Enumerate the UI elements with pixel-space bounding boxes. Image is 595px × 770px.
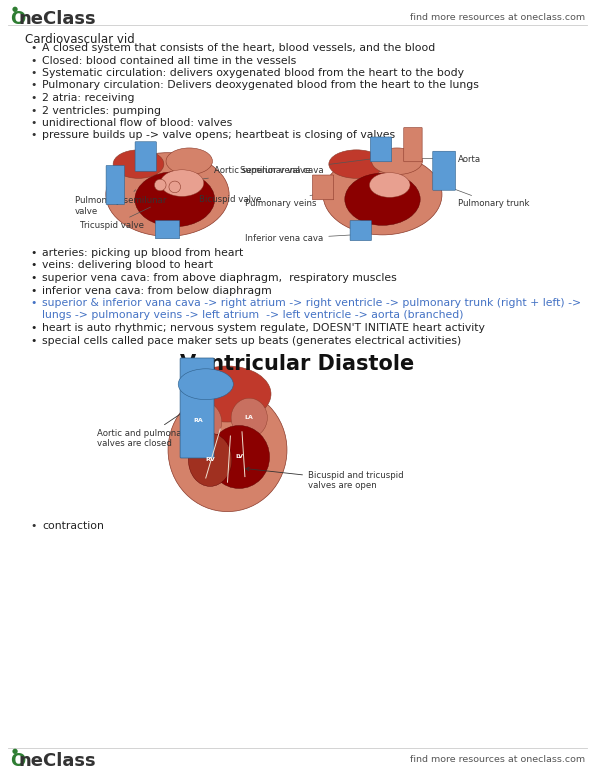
Ellipse shape <box>372 148 422 175</box>
Text: Aortic semilunar valve: Aortic semilunar valve <box>196 166 311 180</box>
Text: RA: RA <box>193 418 203 423</box>
Ellipse shape <box>106 152 229 236</box>
Ellipse shape <box>181 401 222 443</box>
Text: superior vena cava: from above diaphragm,  respiratory muscles: superior vena cava: from above diaphragm… <box>42 273 397 283</box>
Text: LA: LA <box>245 415 253 420</box>
Text: Aortic and pulmonary
valves are closed: Aortic and pulmonary valves are closed <box>97 406 193 448</box>
Text: heart is auto rhythmic; nervous system regulate, DOESN'T INITIATE heart activity: heart is auto rhythmic; nervous system r… <box>42 323 485 333</box>
Text: •: • <box>30 248 36 258</box>
Ellipse shape <box>168 388 287 511</box>
Text: A closed system that consists of the heart, blood vessels, and the blood: A closed system that consists of the hea… <box>42 43 436 53</box>
Text: RV: RV <box>205 457 215 462</box>
Ellipse shape <box>345 173 420 226</box>
Text: Superior vena cava: Superior vena cava <box>240 159 372 175</box>
Ellipse shape <box>231 398 267 437</box>
FancyBboxPatch shape <box>180 358 214 458</box>
Text: contraction: contraction <box>42 521 104 531</box>
Ellipse shape <box>329 150 384 179</box>
Text: ●: ● <box>11 748 18 754</box>
Text: O: O <box>10 10 25 28</box>
FancyBboxPatch shape <box>350 220 371 240</box>
Circle shape <box>155 179 166 191</box>
Text: Cardiovascular vid: Cardiovascular vid <box>25 33 134 46</box>
Text: ●: ● <box>11 6 18 12</box>
Text: •: • <box>30 273 36 283</box>
Ellipse shape <box>369 172 410 197</box>
Text: LV: LV <box>235 454 243 460</box>
Text: Inferior vena cava: Inferior vena cava <box>245 234 358 243</box>
FancyBboxPatch shape <box>312 175 334 199</box>
Text: Pulmonary semilunar
valve: Pulmonary semilunar valve <box>75 189 167 216</box>
Text: O: O <box>10 752 25 770</box>
FancyBboxPatch shape <box>135 142 156 171</box>
Text: veins: delivering blood to heart: veins: delivering blood to heart <box>42 260 213 270</box>
Ellipse shape <box>113 150 164 179</box>
Text: superior & inferior vana cava -> right atrium -> right ventricle -> pulmonary tr: superior & inferior vana cava -> right a… <box>42 298 581 308</box>
Text: •: • <box>30 93 36 103</box>
Text: Pulmonary circulation: Delivers deoxygenated blood from the heart to the lungs: Pulmonary circulation: Delivers deoxygen… <box>42 81 479 91</box>
Ellipse shape <box>323 154 442 235</box>
Text: 2 atria: receiving: 2 atria: receiving <box>42 93 134 103</box>
Text: Pulmonary trunk: Pulmonary trunk <box>446 186 530 208</box>
Ellipse shape <box>135 172 215 227</box>
Text: find more resources at oneclass.com: find more resources at oneclass.com <box>410 13 585 22</box>
Text: Tricuspid valve: Tricuspid valve <box>80 207 151 230</box>
Text: find more resources at oneclass.com: find more resources at oneclass.com <box>410 755 585 764</box>
FancyBboxPatch shape <box>404 128 422 162</box>
Text: •: • <box>30 286 36 296</box>
Text: •: • <box>30 68 36 78</box>
Text: Bicuspid and tricuspid
valves are open: Bicuspid and tricuspid valves are open <box>246 467 403 490</box>
Text: •: • <box>30 105 36 116</box>
Text: •: • <box>30 260 36 270</box>
Text: neClass: neClass <box>18 10 96 28</box>
FancyBboxPatch shape <box>106 166 124 205</box>
Text: •: • <box>30 81 36 91</box>
Text: •: • <box>30 130 36 140</box>
Text: pressure builds up -> valve opens; heartbeat is closing of valves: pressure builds up -> valve opens; heart… <box>42 130 395 140</box>
Text: special cells called pace maker sets up beats (generates electrical activities): special cells called pace maker sets up … <box>42 336 461 346</box>
Ellipse shape <box>160 170 203 196</box>
Text: inferior vena cava: from below diaphragm: inferior vena cava: from below diaphragm <box>42 286 272 296</box>
Text: •: • <box>30 323 36 333</box>
Text: Aorta: Aorta <box>417 155 481 163</box>
Text: •: • <box>30 336 36 346</box>
Text: Pulmonary veins: Pulmonary veins <box>245 190 329 208</box>
Text: •: • <box>30 55 36 65</box>
FancyBboxPatch shape <box>371 137 392 162</box>
Text: •: • <box>30 43 36 53</box>
Text: Ventricular Diastole: Ventricular Diastole <box>180 354 415 374</box>
Text: •: • <box>30 118 36 128</box>
Ellipse shape <box>184 366 271 422</box>
Text: Closed: blood contained all time in the vessels: Closed: blood contained all time in the … <box>42 55 296 65</box>
Ellipse shape <box>189 434 232 487</box>
FancyBboxPatch shape <box>433 151 456 190</box>
Text: Bicuspid valve: Bicuspid valve <box>182 189 262 203</box>
Text: Systematic circulation: delivers oxygenated blood from the heart to the body: Systematic circulation: delivers oxygena… <box>42 68 464 78</box>
Text: unidirectional flow of blood: valves: unidirectional flow of blood: valves <box>42 118 232 128</box>
Text: neClass: neClass <box>18 752 96 770</box>
Ellipse shape <box>166 148 212 175</box>
Text: 2 ventricles: pumping: 2 ventricles: pumping <box>42 105 161 116</box>
Ellipse shape <box>209 426 270 488</box>
FancyBboxPatch shape <box>155 220 180 239</box>
Text: •: • <box>30 521 36 531</box>
Text: arteries: picking up blood from heart: arteries: picking up blood from heart <box>42 248 243 258</box>
Text: •: • <box>30 298 36 308</box>
Circle shape <box>169 181 180 192</box>
Ellipse shape <box>178 369 233 400</box>
Text: lungs -> pulmonary veins -> left atrium  -> left ventricle -> aorta (branched): lungs -> pulmonary veins -> left atrium … <box>42 310 464 320</box>
